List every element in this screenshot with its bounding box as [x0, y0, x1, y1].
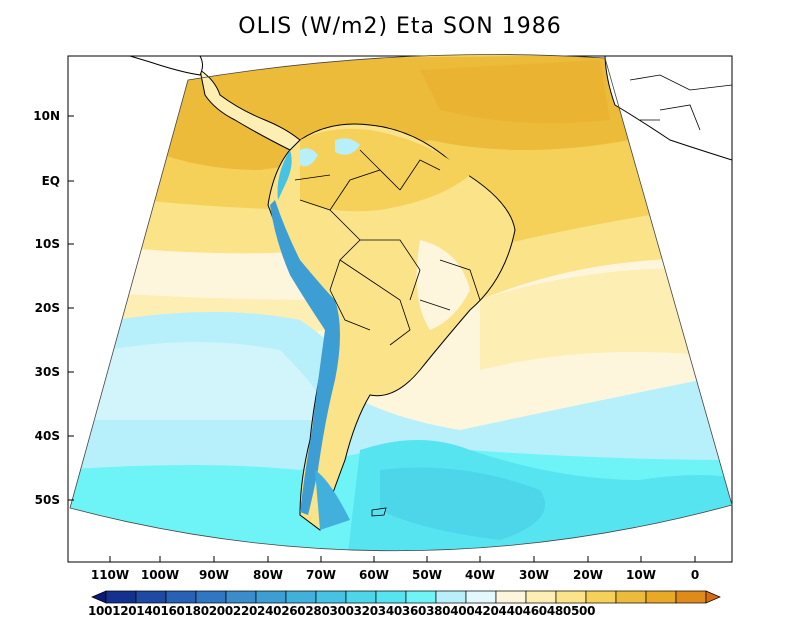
- lat-label-10s: 10S: [34, 237, 60, 251]
- lon-label-90w: 90W: [199, 568, 229, 582]
- map-title: OLIS (W/m2) Eta SON 1986: [238, 14, 562, 39]
- lat-label-30s: 30S: [34, 365, 60, 379]
- lon-label-20w: 20W: [573, 568, 603, 582]
- continent-south-america: [129, 56, 732, 531]
- colorbar-swatch: [165, 590, 197, 604]
- lon-label-40w: 40W: [465, 568, 495, 582]
- lat-label-50s: 50S: [34, 493, 60, 507]
- colorbar-swatch: [285, 590, 317, 604]
- lon-label-80w: 80W: [253, 568, 283, 582]
- lon-label-10w: 10W: [626, 568, 656, 582]
- colorbar-labels: 1001201401601802002202402602803003203403…: [88, 604, 596, 618]
- colorbar-swatch: [375, 590, 407, 604]
- colorbar-swatch: [225, 590, 257, 604]
- colorbar-swatch: [585, 590, 617, 604]
- colorbar-swatch: [345, 590, 377, 604]
- lat-ticks: [68, 115, 74, 501]
- colorbar-swatch: [315, 590, 347, 604]
- lat-label-20s: 20S: [34, 301, 60, 315]
- colorbar-swatch: [405, 590, 437, 604]
- lon-label-50w: 50W: [412, 568, 442, 582]
- lon-label-70w: 70W: [306, 568, 336, 582]
- colorbar-swatch: [105, 590, 137, 604]
- lat-label-eq: EQ: [41, 174, 60, 188]
- lat-label-10n: 10N: [33, 109, 60, 123]
- colorbar-swatch: [195, 590, 227, 604]
- colorbar-swatch: [525, 590, 557, 604]
- lon-label-0: 0: [690, 568, 700, 582]
- domain-boundary: [69, 54, 733, 552]
- colorbar-swatch: [615, 590, 647, 604]
- colorbar-swatch: [465, 590, 497, 604]
- colorbar-swatch: [675, 590, 707, 604]
- colorbar-swatch: [255, 590, 287, 604]
- lon-label-100w: 100W: [140, 568, 180, 582]
- colorbar-swatch: [135, 590, 167, 604]
- colorbar-swatch: [555, 590, 587, 604]
- lon-label-110w: 110W: [90, 568, 130, 582]
- colorbar-max-arrow: [705, 590, 721, 604]
- colorbar-min-arrow: [91, 590, 107, 604]
- lon-ticks: [109, 556, 696, 562]
- lon-label-60w: 60W: [359, 568, 389, 582]
- colorbar-swatch: [645, 590, 677, 604]
- lat-label-40s: 40S: [34, 429, 60, 443]
- colorbar-swatch: [495, 590, 527, 604]
- colorbar-swatch: [435, 590, 467, 604]
- lon-label-30w: 30W: [519, 568, 549, 582]
